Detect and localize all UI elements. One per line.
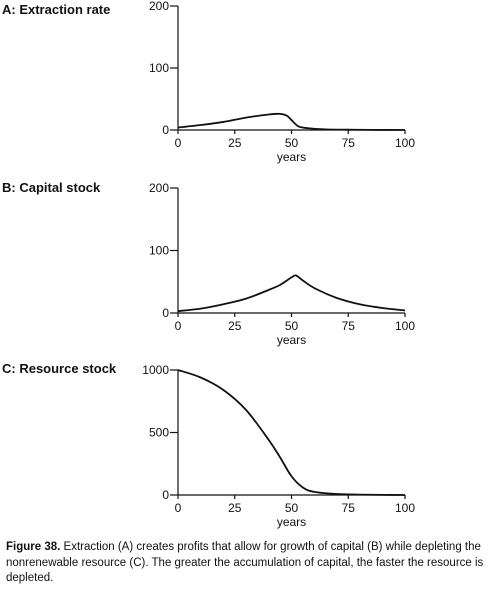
chart-c-x-axis-title: years (277, 515, 306, 529)
chart-c-x-tick-label-2: 50 (285, 501, 299, 515)
chart-a-x-tick-label-2: 50 (285, 136, 299, 150)
panel-a-label: A: Extraction rate (2, 2, 111, 17)
chart-c-series-line (177, 369, 406, 496)
chart-b-x-tick-label-4: 100 (395, 319, 415, 333)
chart-a-x-axis-title: years (277, 150, 306, 164)
chart-a-y-tick-label-0: 0 (162, 123, 169, 137)
chart-a-series-line (177, 112, 406, 131)
chart-c-x-tick-label-0: 0 (175, 501, 182, 515)
chart-a-x-tick-label-3: 75 (342, 136, 356, 150)
panel-b-label: B: Capital stock (2, 180, 101, 195)
chart-c-y-tick-label-2: 1000 (142, 363, 169, 377)
chart-a-y-tick-label-2: 200 (149, 0, 169, 13)
chart-a-x-tick-label-1: 25 (228, 136, 242, 150)
chart-c-y-tick-label-0: 0 (162, 488, 169, 502)
panel-c-label: C: Resource stock (2, 361, 117, 376)
chart-b-y-tick-label-2: 200 (149, 181, 169, 195)
caption-text: Extraction (A) creates profits that allo… (6, 541, 484, 585)
chart-c-x-tick-label-4: 100 (395, 501, 415, 515)
chart-a-x-tick-label-4: 100 (395, 136, 415, 150)
chart-c-x-tick-label-1: 25 (228, 501, 242, 515)
chart-a-x-tick-label-0: 0 (175, 136, 182, 150)
charts-canvas: 0 100 200 0 25 50 75 100 years 0 100 200 0 25 50 75 100 y… (142, 0, 415, 529)
chart-b-y-tick-label-0: 0 (162, 306, 169, 320)
chart-a-y-tick-label-1: 100 (149, 61, 169, 75)
chart-c-y-tick-label-1: 500 (149, 426, 169, 440)
chart-c-x-tick-label-3: 75 (342, 501, 356, 515)
chart-b-x-tick-label-3: 75 (342, 319, 356, 333)
chart-b-x-tick-label-1: 25 (228, 319, 242, 333)
chart-b-x-tick-label-0: 0 (175, 319, 182, 333)
figure-caption: Figure 38. Extraction (A) creates profit… (6, 540, 496, 587)
chart-b-series-line (177, 274, 406, 313)
caption-lead: Figure 38. (6, 541, 61, 553)
chart-b-x-tick-label-2: 50 (285, 319, 299, 333)
chart-b-y-tick-label-1: 100 (149, 244, 169, 258)
chart-b-x-axis-title: years (277, 333, 306, 347)
